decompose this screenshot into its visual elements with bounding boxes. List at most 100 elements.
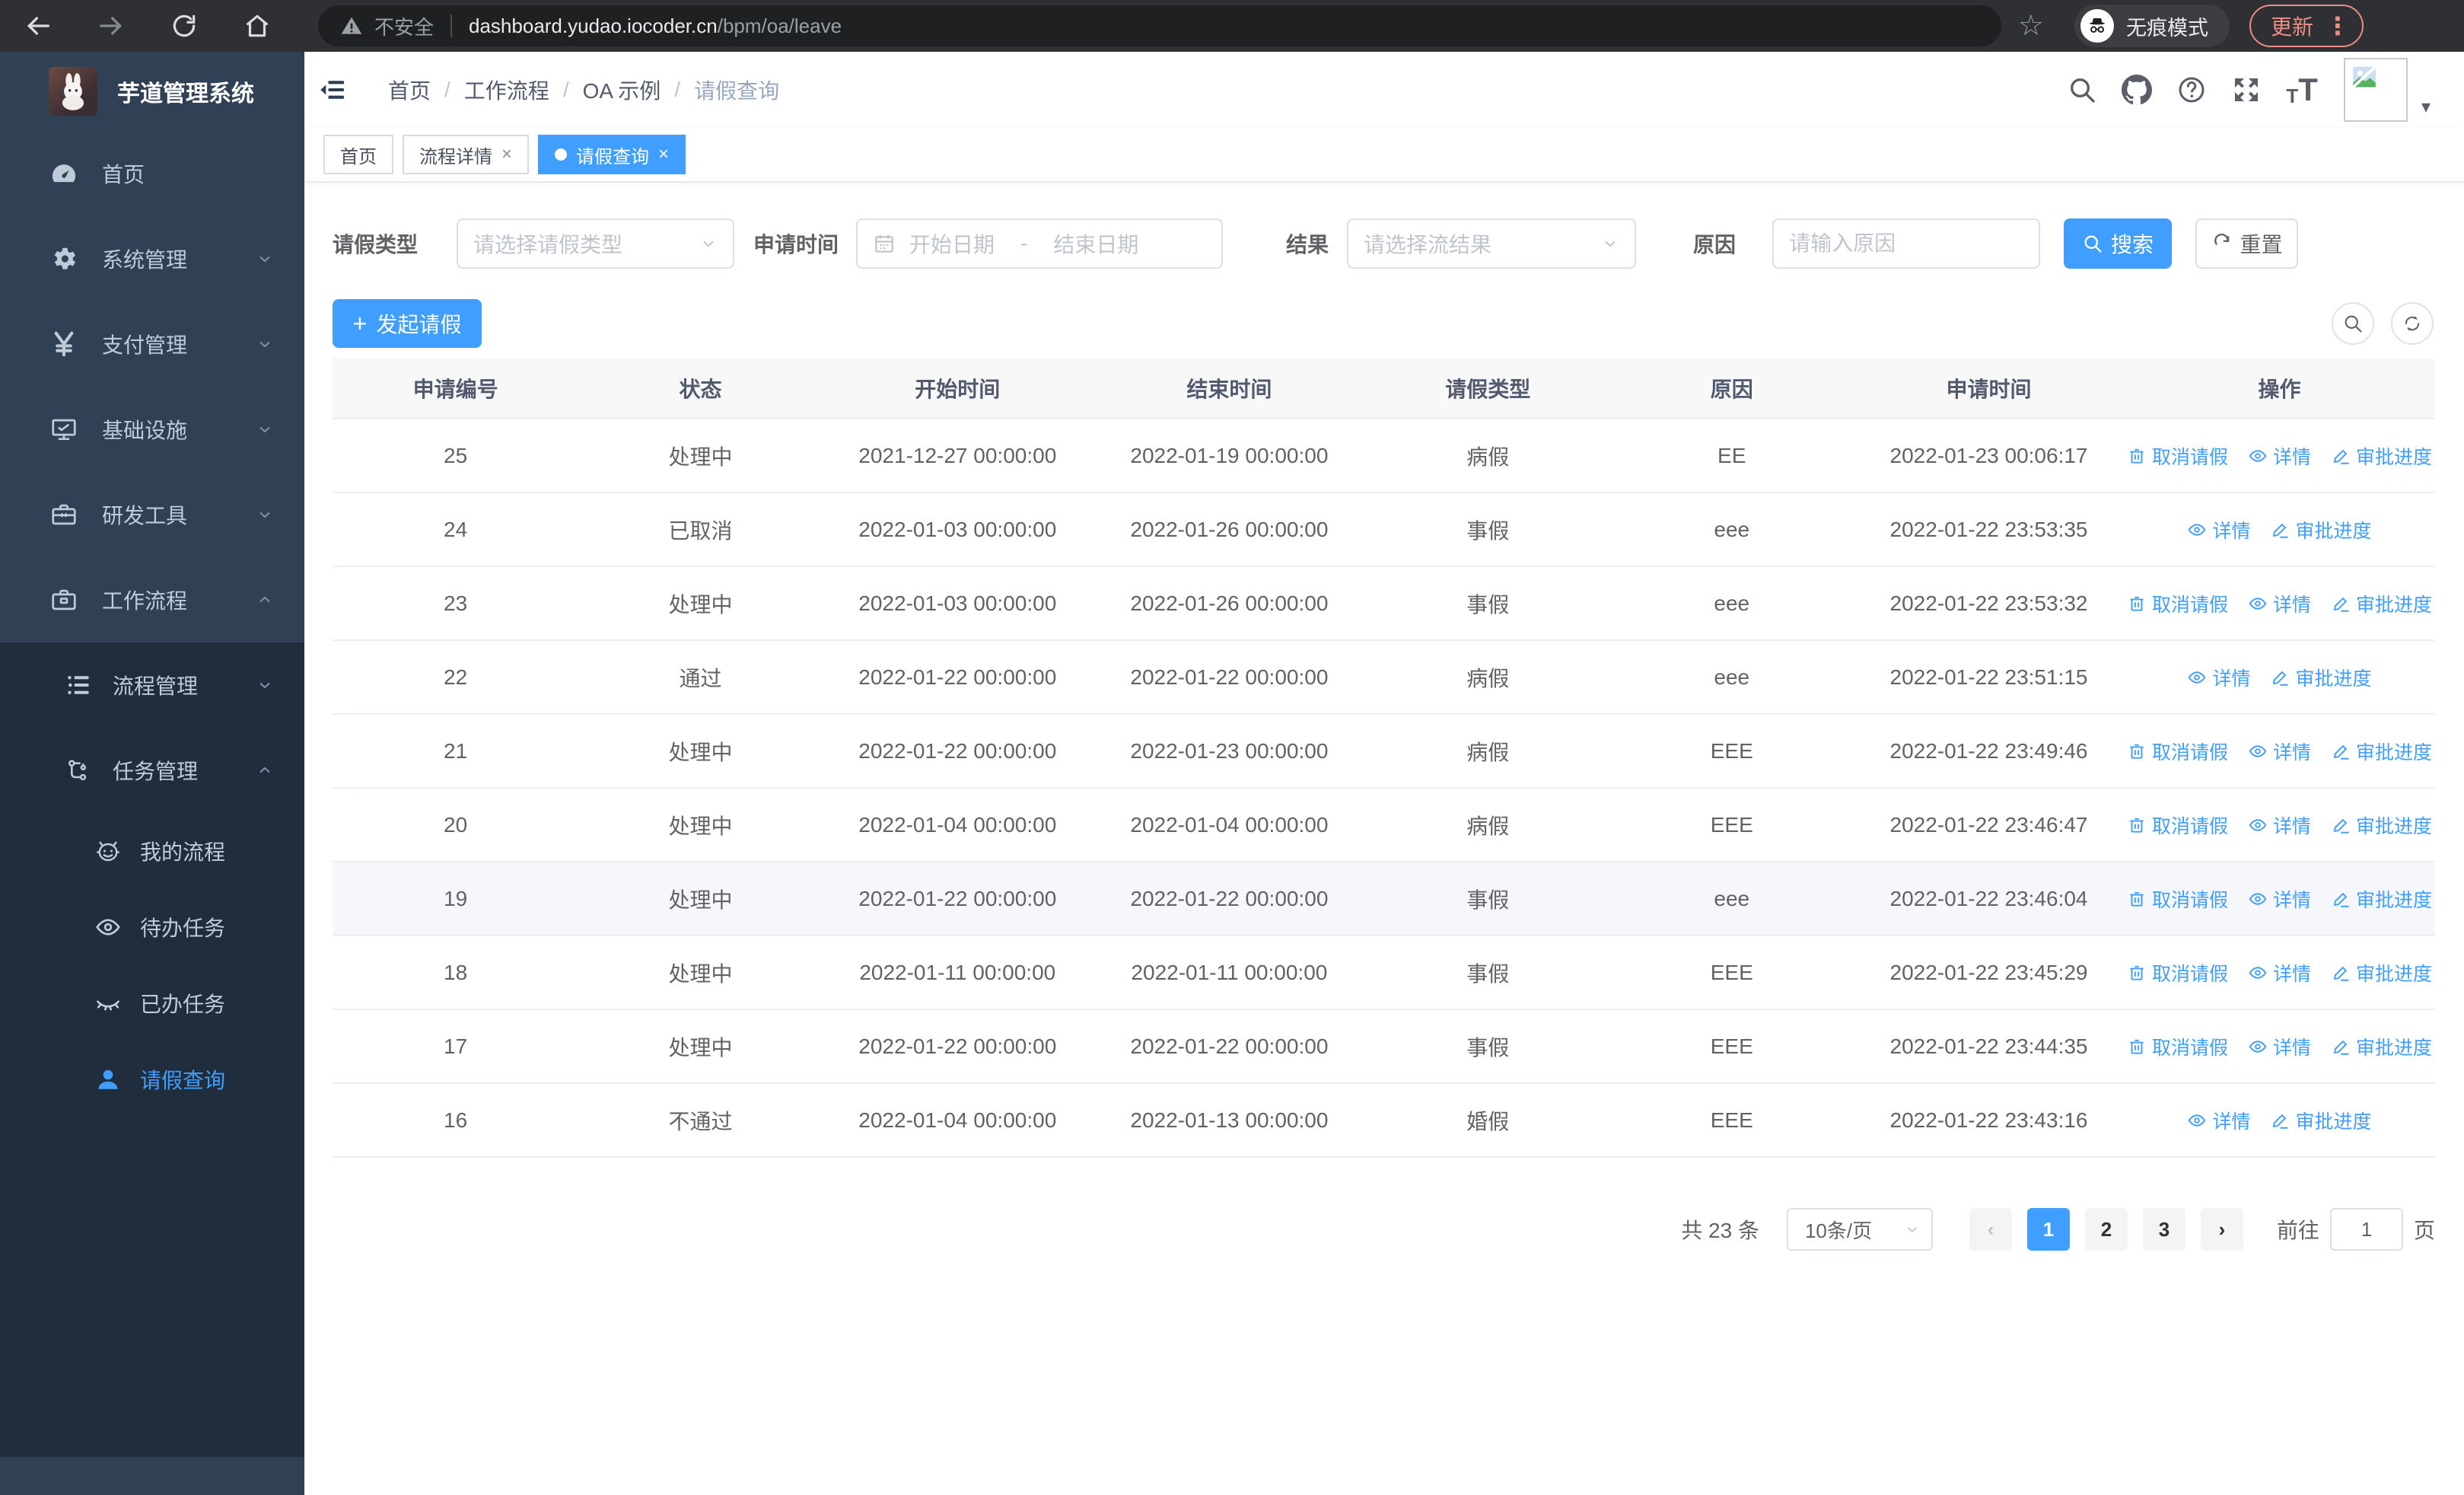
detail-action-link[interactable]: 详情 bbox=[2248, 885, 2311, 913]
eye-icon bbox=[2248, 963, 2268, 983]
leave-type-select[interactable]: 请选择请假类型 bbox=[457, 218, 734, 269]
action-label: 详情 bbox=[2273, 738, 2311, 765]
update-label[interactable]: 更新 bbox=[2271, 11, 2313, 41]
tab-流程详情[interactable]: 流程详情× bbox=[403, 135, 529, 174]
tab-请假查询[interactable]: 请假查询× bbox=[538, 135, 686, 174]
result-placeholder: 请选择流结果 bbox=[1364, 228, 1491, 259]
progress-action-link[interactable]: 审批进度 bbox=[2270, 516, 2371, 543]
close-tab-icon[interactable]: × bbox=[658, 144, 669, 165]
sidebar-item-基础设施[interactable]: 基础设施 bbox=[0, 387, 304, 472]
progress-action-link[interactable]: 审批进度 bbox=[2270, 664, 2371, 691]
cancel-action-link[interactable]: 取消请假 bbox=[2127, 738, 2228, 765]
create-leave-button[interactable]: + 发起请假 bbox=[333, 299, 482, 348]
breadcrumb-item[interactable]: 工作流程 bbox=[464, 75, 549, 105]
cell-reason: EEE bbox=[1609, 739, 1854, 763]
cancel-action-link[interactable]: 取消请假 bbox=[2127, 885, 2228, 913]
range-separator: - bbox=[1020, 231, 1027, 256]
sidebar-item-支付管理[interactable]: 支付管理 bbox=[0, 301, 304, 387]
eye-open-icon bbox=[94, 913, 122, 941]
progress-action-link[interactable]: 审批进度 bbox=[2331, 1033, 2432, 1060]
sidebar-item-首页[interactable]: 首页 bbox=[0, 131, 304, 216]
browser-menu-icon[interactable]: ⋮ bbox=[2326, 11, 2350, 40]
font-size-icon[interactable]: TT bbox=[2286, 74, 2318, 106]
progress-action-link[interactable]: 审批进度 bbox=[2270, 1107, 2371, 1134]
update-button[interactable]: 更新 ⋮ bbox=[2249, 5, 2364, 47]
sidebar-item-系统管理[interactable]: 系统管理 bbox=[0, 216, 304, 301]
leave-table: 申请编号状态开始时间结束时间请假类型原因申请时间操作 25处理中2021-12-… bbox=[333, 359, 2435, 1158]
detail-action-link[interactable]: 详情 bbox=[2248, 811, 2311, 839]
address-bar[interactable]: 不安全 dashboard.yudao.iocoder.cn/bpm/oa/le… bbox=[318, 5, 2001, 46]
app-title: 芋道管理系统 bbox=[117, 75, 254, 108]
cancel-action-link[interactable]: 取消请假 bbox=[2127, 442, 2228, 470]
goto-page-input[interactable] bbox=[2330, 1208, 2403, 1251]
sidebar-leaf-我的流程[interactable]: 我的流程 bbox=[0, 813, 304, 889]
forward-icon[interactable] bbox=[96, 11, 126, 41]
url-host[interactable]: dashboard.yudao.iocoder.cn bbox=[469, 14, 718, 38]
progress-action-link[interactable]: 审批进度 bbox=[2331, 959, 2432, 987]
column-header: 请假类型 bbox=[1366, 373, 1610, 403]
close-tab-icon[interactable]: × bbox=[501, 144, 512, 165]
next-page-button[interactable]: › bbox=[2201, 1208, 2243, 1251]
result-select[interactable]: 请选择流结果 bbox=[1347, 218, 1636, 269]
refresh-table-button[interactable] bbox=[2391, 302, 2434, 345]
date-range-picker[interactable]: 开始日期 - 结束日期 bbox=[856, 218, 1223, 269]
progress-action-link[interactable]: 审批进度 bbox=[2331, 442, 2432, 470]
detail-action-link[interactable]: 详情 bbox=[2248, 442, 2311, 470]
detail-action-link[interactable]: 详情 bbox=[2248, 959, 2311, 987]
collapse-sidebar-icon[interactable] bbox=[318, 75, 347, 104]
breadcrumb-item[interactable]: 首页 bbox=[388, 75, 431, 105]
progress-action-link[interactable]: 审批进度 bbox=[2331, 811, 2432, 839]
sidebar-item-工作流程[interactable]: 工作流程 bbox=[0, 557, 304, 642]
detail-action-link[interactable]: 详情 bbox=[2187, 1107, 2250, 1134]
detail-action-link[interactable]: 详情 bbox=[2187, 516, 2250, 543]
page-size-select[interactable]: 10条/页 bbox=[1787, 1208, 1933, 1251]
detail-action-link[interactable]: 详情 bbox=[2248, 738, 2311, 765]
detail-action-link[interactable]: 详情 bbox=[2248, 1033, 2311, 1060]
prev-page-button[interactable]: ‹ bbox=[1969, 1208, 2012, 1251]
logo-row[interactable]: 芋道管理系统 bbox=[0, 52, 304, 131]
reload-icon[interactable] bbox=[169, 11, 199, 41]
sidebar-leaf-请假查询[interactable]: 请假查询 bbox=[0, 1041, 304, 1117]
cancel-action-link[interactable]: 取消请假 bbox=[2127, 590, 2228, 617]
breadcrumb-item[interactable]: OA 示例 bbox=[583, 75, 661, 105]
reason-input[interactable] bbox=[1789, 231, 2023, 256]
home-icon[interactable] bbox=[242, 11, 272, 41]
avatar-caret-icon[interactable]: ▾ bbox=[2421, 96, 2431, 118]
search-button[interactable]: 搜索 bbox=[2064, 218, 2172, 269]
sidebar-item-label: 流程管理 bbox=[113, 670, 198, 700]
sidebar-leaf-已办任务[interactable]: 已办任务 bbox=[0, 965, 304, 1041]
progress-action-link[interactable]: 审批进度 bbox=[2331, 885, 2432, 913]
reason-field-wrap bbox=[1772, 218, 2040, 269]
progress-action-link[interactable]: 审批进度 bbox=[2331, 590, 2432, 617]
cell-reason: eee bbox=[1609, 518, 1854, 542]
warning-icon[interactable] bbox=[339, 14, 364, 38]
detail-action-link[interactable]: 详情 bbox=[2248, 590, 2311, 617]
help-icon[interactable] bbox=[2176, 75, 2207, 105]
sidebar-subitem-流程管理[interactable]: 流程管理 bbox=[0, 642, 304, 728]
tab-首页[interactable]: 首页 bbox=[323, 135, 393, 174]
toggle-search-button[interactable] bbox=[2332, 302, 2374, 345]
reset-button[interactable]: 重置 bbox=[2195, 218, 2298, 269]
sidebar-leaf-待办任务[interactable]: 待办任务 bbox=[0, 889, 304, 965]
page-button-3[interactable]: 3 bbox=[2143, 1208, 2185, 1251]
github-icon[interactable] bbox=[2122, 75, 2152, 105]
page-button-2[interactable]: 2 bbox=[2085, 1208, 2128, 1251]
avatar[interactable] bbox=[2344, 58, 2408, 122]
detail-action-link[interactable]: 详情 bbox=[2187, 664, 2250, 691]
progress-action-link[interactable]: 审批进度 bbox=[2331, 738, 2432, 765]
sidebar-item-研发工具[interactable]: 研发工具 bbox=[0, 472, 304, 557]
cancel-action-link[interactable]: 取消请假 bbox=[2127, 811, 2228, 839]
search-icon[interactable] bbox=[2067, 75, 2097, 105]
security-label[interactable]: 不安全 bbox=[374, 12, 434, 40]
back-icon[interactable] bbox=[23, 11, 53, 41]
url-path[interactable]: /bpm/oa/leave bbox=[718, 14, 842, 38]
end-date-placeholder[interactable]: 结束日期 bbox=[1053, 228, 1138, 259]
cancel-action-link[interactable]: 取消请假 bbox=[2127, 1033, 2228, 1060]
page-button-1[interactable]: 1 bbox=[2027, 1208, 2070, 1251]
start-date-placeholder[interactable]: 开始日期 bbox=[909, 228, 995, 259]
cancel-action-link[interactable]: 取消请假 bbox=[2127, 959, 2228, 987]
bookmark-star-icon[interactable]: ☆ bbox=[2018, 11, 2044, 40]
sidebar-subitem-任务管理[interactable]: 任务管理 bbox=[0, 728, 304, 813]
fullscreen-icon[interactable] bbox=[2231, 75, 2262, 105]
cell-apply_time: 2022-01-22 23:51:15 bbox=[1854, 665, 2124, 690]
